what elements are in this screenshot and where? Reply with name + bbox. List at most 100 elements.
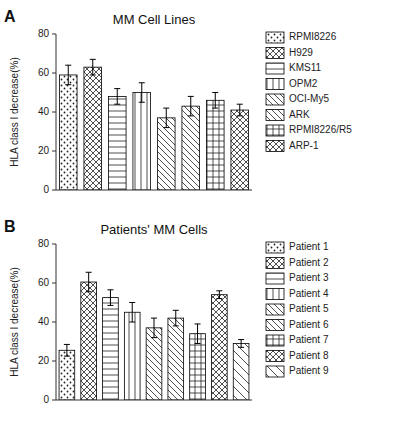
bar	[182, 106, 200, 190]
legend: Patient 1Patient 2Patient 3Patient 4Pati…	[266, 241, 329, 377]
error-bar	[65, 65, 71, 85]
legend-swatch	[266, 79, 284, 90]
legend-swatch	[266, 63, 284, 74]
legend-label: Patient 4	[289, 288, 329, 299]
legend-swatch	[266, 320, 284, 331]
y-tick	[52, 400, 56, 401]
legend-label: Patient 9	[289, 365, 329, 376]
bar	[168, 318, 184, 400]
error-bar	[107, 290, 113, 306]
y-tick-label: 60	[38, 277, 50, 288]
error-bar	[64, 344, 70, 356]
legend-swatch	[266, 125, 284, 136]
legend-swatch	[266, 141, 284, 152]
bar	[157, 118, 175, 190]
title: MM Cell Lines	[113, 12, 196, 27]
y-axis-label: HLA class I decrease(%)	[9, 57, 20, 167]
x-axis-line	[56, 190, 252, 191]
error-bar	[173, 310, 179, 326]
panel-label: B	[4, 218, 16, 235]
y-tick-label: 80	[38, 238, 50, 249]
legend-label: Patient 3	[289, 272, 329, 283]
bar	[108, 96, 126, 190]
legend-label: Patient 8	[289, 350, 329, 361]
legend-label: KMS11	[289, 62, 321, 73]
panel: 0 20 40 60 80 HLA class I decrease(%) MM Cell …	[4, 8, 352, 195]
legend-label: ARK	[289, 109, 310, 120]
error-bar	[163, 108, 169, 128]
bar	[103, 298, 119, 400]
bar	[206, 100, 224, 190]
bar	[146, 328, 162, 400]
y-tick-label: 80	[38, 28, 50, 39]
figure: 0 20 40 60 80 HLA class I decrease(%) MM Cell …	[0, 0, 400, 422]
error-bar	[139, 83, 145, 103]
legend-swatch	[266, 335, 284, 346]
legend-swatch	[266, 304, 284, 315]
y-tick	[52, 73, 56, 74]
legend-label: H929	[289, 47, 313, 58]
y-tick	[52, 34, 56, 35]
bar	[84, 67, 102, 190]
error-bar	[90, 59, 96, 75]
legend-swatch	[266, 258, 284, 269]
panel: 0 20 40 60 80 HLA class I decrease(%) Patients…	[4, 218, 329, 405]
error-bar	[114, 89, 120, 105]
legend-label: OCI-My5	[289, 93, 329, 104]
bar	[211, 295, 227, 400]
y-tick	[52, 244, 56, 245]
y-tick-label: 20	[38, 355, 50, 366]
title: Patients' MM Cells	[100, 222, 208, 237]
legend-label: Patient 7	[289, 334, 329, 345]
error-bar	[237, 104, 243, 116]
error-bar	[216, 291, 222, 299]
marks	[59, 272, 249, 400]
error-bar	[212, 93, 218, 109]
legend-swatch	[266, 351, 284, 362]
y-tick	[52, 361, 56, 362]
y-tick-label: 20	[38, 145, 50, 156]
legend-label: Patient 5	[289, 303, 329, 314]
y-tick	[52, 190, 56, 191]
y-tick-label: 0	[43, 394, 49, 405]
bar	[231, 110, 249, 190]
legend-label: ARP-1	[289, 140, 319, 151]
bar	[124, 312, 140, 400]
x-axis-line	[56, 400, 252, 401]
y-tick	[52, 322, 56, 323]
legend-swatch	[266, 32, 284, 43]
y-tick-label: 0	[43, 184, 49, 195]
legend-label: RPMI8226	[289, 31, 337, 42]
bar	[81, 282, 97, 400]
legend-swatch	[266, 366, 284, 377]
legend-label: Patient 2	[289, 257, 329, 268]
legend-swatch	[266, 273, 284, 284]
error-bar	[238, 340, 244, 348]
bar	[59, 75, 77, 190]
error-bar	[151, 318, 157, 338]
error-bar	[129, 303, 135, 323]
legend-swatch	[266, 94, 284, 105]
bar	[133, 93, 151, 191]
y-tick-label: 40	[38, 316, 50, 327]
y-tick	[52, 283, 56, 284]
y-axis-label: HLA class I decrease(%)	[9, 267, 20, 377]
y-tick	[52, 112, 56, 113]
error-bar	[195, 324, 201, 344]
bar	[59, 350, 75, 400]
y-tick-label: 60	[38, 67, 50, 78]
bar	[233, 343, 249, 400]
y-tick	[52, 151, 56, 152]
legend-swatch	[266, 289, 284, 300]
panel-label: A	[4, 8, 16, 25]
error-bar	[188, 96, 194, 116]
y-tick-label: 40	[38, 106, 50, 117]
legend: RPMI8226 H929 KMS11 OPM2 OCI-My5 ARK RPMI8226/…	[266, 31, 352, 151]
error-bar	[86, 272, 92, 292]
legend-swatch	[266, 48, 284, 59]
legend-swatch	[266, 242, 284, 253]
legend-label: OPM2	[289, 78, 318, 89]
marks	[59, 59, 248, 190]
legend-swatch	[266, 110, 284, 121]
legend-label: RPMI8226/R5	[289, 124, 352, 135]
